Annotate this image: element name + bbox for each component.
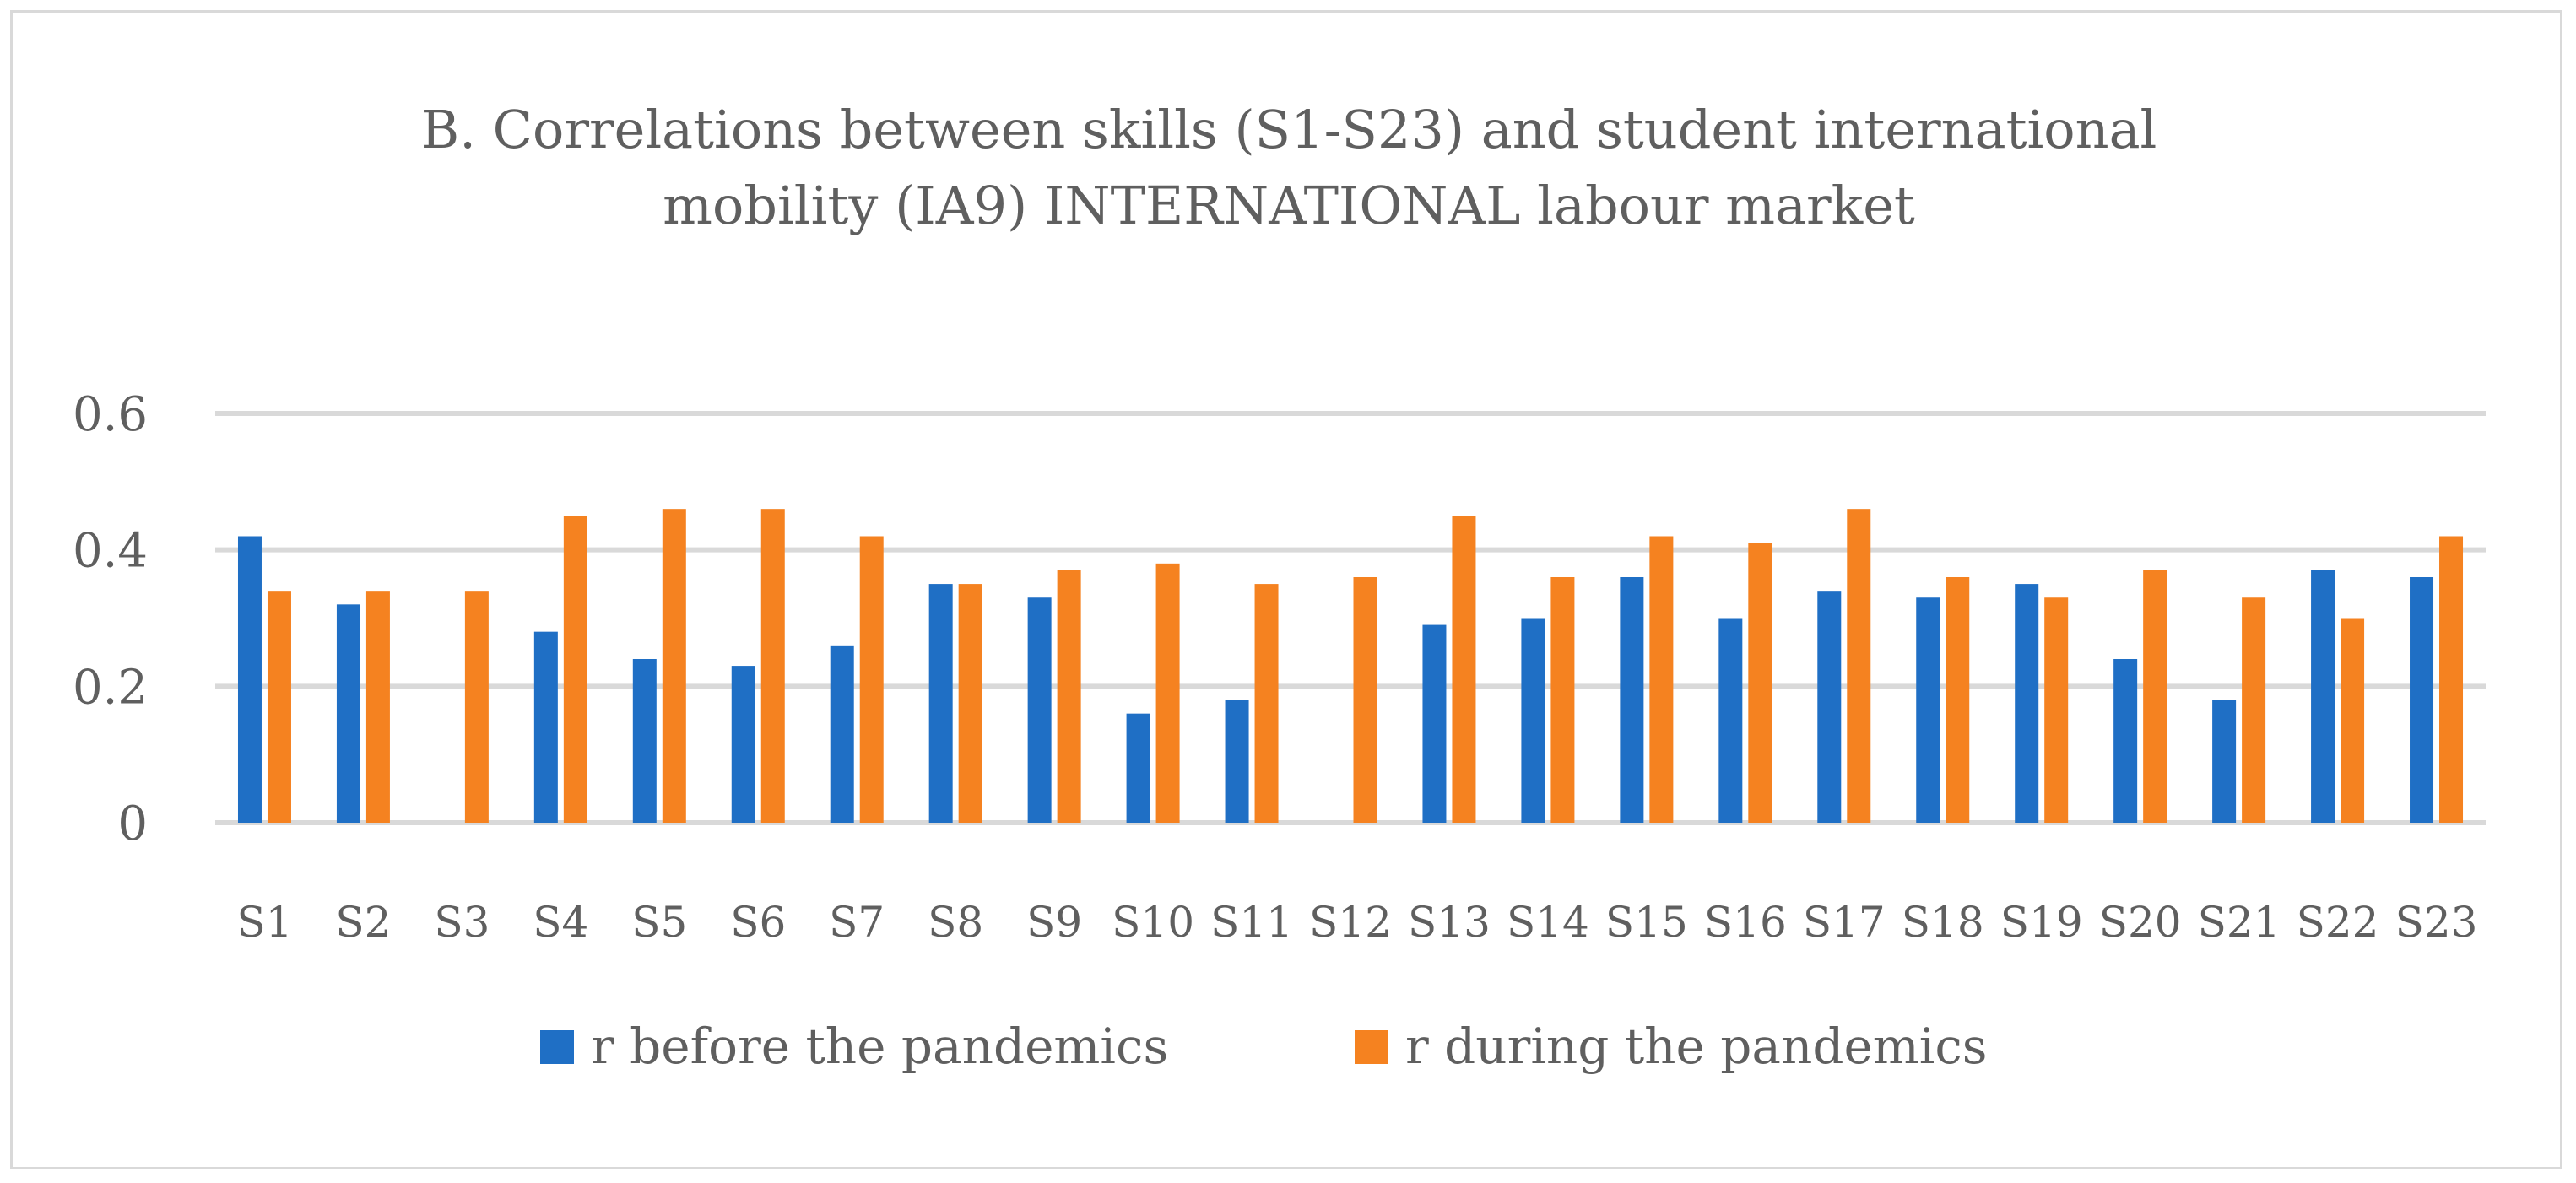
- x-category-label: S4: [533, 898, 588, 947]
- x-category-label: S13: [1408, 898, 1491, 947]
- bar-s3-during: [464, 591, 489, 823]
- chart-title-line-2: mobility (IA9) INTERNATIONAL labour mark…: [663, 175, 1915, 236]
- bar-s4-before: [533, 631, 558, 823]
- x-category-label: S2: [335, 898, 391, 947]
- correlation-bar-chart: B. Correlations between skills (S1-S23) …: [73, 99, 2486, 1075]
- bar-s23-during: [2439, 536, 2464, 823]
- bar-s2-before: [336, 604, 360, 823]
- x-category-label: S23: [2395, 898, 2478, 947]
- bar-s23-before: [2410, 577, 2434, 823]
- x-category-label: S1: [236, 898, 292, 947]
- bar-s10-before: [1126, 713, 1150, 823]
- bar-s18-during: [1946, 577, 1970, 823]
- x-category-label: S19: [2000, 898, 2083, 947]
- bar-s16-before: [1718, 618, 1743, 823]
- x-category-label: S21: [2198, 898, 2281, 947]
- bar-s19-during: [2044, 597, 2069, 823]
- bar-s11-before: [1225, 700, 1249, 823]
- y-tick-label: 0.2: [73, 660, 148, 715]
- bars: [237, 509, 2464, 823]
- bar-s1-before: [237, 536, 262, 823]
- x-category-label: S15: [1605, 898, 1688, 947]
- legend-swatch-before: [540, 1030, 574, 1064]
- x-category-label: S14: [1507, 898, 1589, 947]
- bar-s9-during: [1057, 570, 1081, 823]
- x-category-label: S6: [730, 898, 786, 947]
- bar-s8-during: [958, 584, 982, 823]
- bar-s15-before: [1620, 577, 1644, 823]
- x-category-label: S8: [928, 898, 983, 947]
- bar-s5-before: [632, 659, 657, 823]
- x-category-label: S16: [1704, 898, 1787, 947]
- y-axis-tick-labels: 0 0.2 0.4 0.6: [73, 387, 148, 851]
- bar-s16-during: [1748, 543, 1772, 823]
- legend: r before the pandemics r during the pande…: [540, 1018, 1988, 1075]
- x-category-label: S10: [1112, 898, 1194, 947]
- y-tick-label: 0.6: [73, 387, 148, 442]
- bar-s2-during: [365, 591, 390, 823]
- bar-s13-during: [1452, 516, 1476, 823]
- bar-s22-before: [2311, 570, 2335, 823]
- bar-s20-before: [2113, 659, 2138, 823]
- bar-s20-during: [2143, 570, 2167, 823]
- bar-s14-before: [1521, 618, 1545, 823]
- bar-s22-during: [2341, 618, 2365, 823]
- bar-s4-during: [563, 516, 587, 823]
- x-category-label: S7: [829, 898, 885, 947]
- x-category-label: S11: [1210, 898, 1293, 947]
- bar-s8-before: [928, 584, 953, 823]
- legend-label-during: r during the pandemics: [1405, 1018, 1988, 1075]
- x-category-label: S12: [1309, 898, 1392, 947]
- bar-s5-during: [662, 509, 686, 823]
- x-category-label: S9: [1026, 898, 1082, 947]
- bar-s18-before: [1916, 597, 1940, 823]
- bar-s17-during: [1847, 509, 1871, 823]
- bar-s7-before: [830, 645, 854, 823]
- x-category-label: S22: [2297, 898, 2379, 947]
- bar-s9-before: [1027, 597, 1052, 823]
- gridlines: [215, 411, 2486, 825]
- chart-title-line-1: B. Correlations between skills (S1-S23) …: [421, 99, 2157, 160]
- y-tick-label: 0: [117, 797, 148, 851]
- bar-s1-during: [267, 591, 291, 823]
- bar-s19-before: [2015, 584, 2039, 823]
- bar-s17-before: [1817, 591, 1842, 823]
- bar-s14-during: [1550, 577, 1575, 823]
- chart-frame: B. Correlations between skills (S1-S23) …: [10, 10, 2562, 1169]
- bar-s6-before: [731, 666, 755, 823]
- bar-s6-during: [760, 509, 785, 823]
- legend-swatch-during: [1355, 1030, 1388, 1064]
- bar-s21-during: [2242, 597, 2266, 823]
- x-category-label: S17: [1803, 898, 1886, 947]
- bar-s12-during: [1353, 577, 1377, 823]
- bar-s21-before: [2212, 700, 2237, 823]
- legend-label-before: r before the pandemics: [591, 1018, 1168, 1075]
- y-tick-label: 0.4: [73, 524, 148, 579]
- x-category-label: S5: [631, 898, 687, 947]
- bar-s7-during: [859, 536, 884, 823]
- x-category-label: S18: [1902, 898, 1984, 947]
- x-category-label: S20: [2099, 898, 2182, 947]
- bar-s15-during: [1649, 536, 1674, 823]
- x-axis-category-labels: S1 S2 S3 S4 S5 S6 S7 S8 S9 S10 S11 S12 S13 S14 S15 S16 S…: [236, 898, 2477, 947]
- x-category-label: S3: [434, 898, 490, 947]
- bar-s13-before: [1422, 624, 1447, 823]
- bar-s11-during: [1254, 584, 1279, 823]
- bar-s10-during: [1155, 563, 1180, 823]
